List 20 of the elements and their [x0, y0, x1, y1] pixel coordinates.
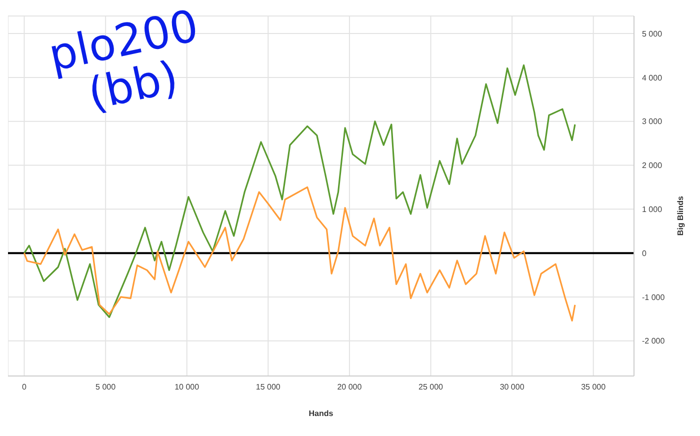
line-series	[23, 186, 576, 322]
x-axis-title: Hands	[308, 409, 334, 418]
y-tick-label: -2 000	[642, 336, 666, 346]
x-tick-label: 30 000	[500, 382, 525, 392]
y-axis-title: Big Blinds	[676, 195, 685, 236]
y-tick-label: -1 000	[642, 292, 666, 302]
y-tick-label: 2 000	[642, 161, 663, 170]
x-tick-label: 5 000	[96, 382, 116, 392]
annotation: plo200 (bb)	[44, 0, 204, 122]
x-tick-label: 20 000	[337, 382, 362, 392]
x-tick-label: 35 000	[581, 382, 606, 392]
x-tick-label: 10 000	[174, 382, 200, 392]
x-tick-label: 0	[22, 382, 28, 392]
y-tick-label: 3 000	[642, 117, 663, 126]
y-tick-label: 1 000	[642, 205, 663, 214]
y-tick-label: 0	[642, 248, 647, 258]
y-tick-label: 4 000	[642, 73, 663, 82]
x-tick-label: 15 000	[256, 382, 281, 392]
y-tick-label: 5 000	[642, 29, 663, 38]
x-tick-label: 25 000	[418, 382, 444, 392]
